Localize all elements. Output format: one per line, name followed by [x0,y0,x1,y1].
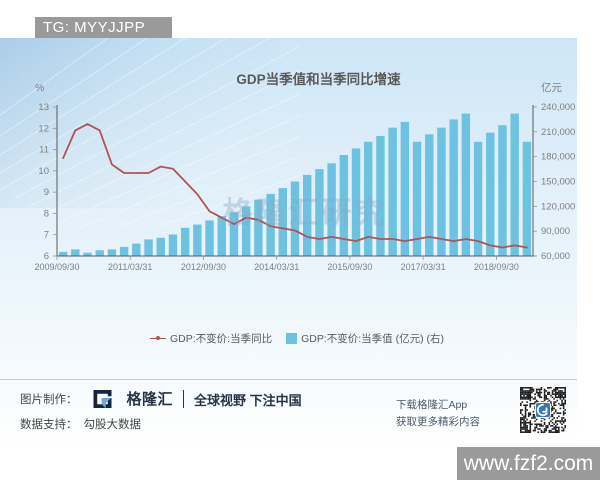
svg-text:90,000: 90,000 [541,226,570,237]
svg-text:11: 11 [39,145,49,156]
svg-text:240,000: 240,000 [541,102,575,113]
svg-text:150,000: 150,000 [541,177,575,188]
svg-text:180,000: 180,000 [541,152,575,163]
svg-text:2009/09/30: 2009/09/30 [34,262,79,272]
svg-text:2012/09/30: 2012/09/30 [181,262,226,272]
svg-text:12: 12 [38,123,49,134]
svg-text:2018/09/30: 2018/09/30 [474,262,519,272]
svg-text:10: 10 [38,166,49,177]
svg-text:7: 7 [44,230,49,241]
svg-text:亿元: 亿元 [541,81,562,94]
svg-text:8: 8 [44,208,49,219]
svg-text:2015/09/30: 2015/09/30 [327,262,372,272]
svg-text:6: 6 [44,251,49,262]
svg-text:%: % [35,82,44,94]
svg-text:9: 9 [44,187,49,198]
svg-text:13: 13 [38,102,49,113]
svg-text:2011/03/31: 2011/03/31 [108,262,152,272]
svg-text:2017/03/31: 2017/03/31 [401,262,446,272]
svg-text:2014/03/31: 2014/03/31 [254,262,299,272]
svg-text:210,000: 210,000 [541,127,575,138]
svg-text:60,000: 60,000 [541,251,570,262]
svg-text:120,000: 120,000 [541,201,575,212]
